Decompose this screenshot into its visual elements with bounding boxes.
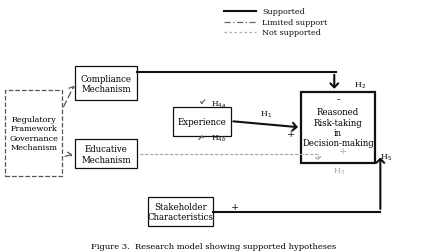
Bar xyxy=(173,107,230,136)
Text: Reasoned
Risk-taking
in
Decision-making: Reasoned Risk-taking in Decision-making xyxy=(302,108,373,148)
Text: Figure 3.  Research model showing supported hypotheses: Figure 3. Research model showing support… xyxy=(91,242,335,250)
Text: H$_{4a}$: H$_{4a}$ xyxy=(211,99,226,109)
Text: Educative
Mechanism: Educative Mechanism xyxy=(81,145,130,164)
Bar xyxy=(75,140,137,169)
Text: Limited support: Limited support xyxy=(262,18,327,26)
Text: H$_{2}$: H$_{2}$ xyxy=(353,81,365,91)
Text: H$_{1}$: H$_{1}$ xyxy=(259,109,271,120)
Bar xyxy=(300,92,374,164)
Bar xyxy=(147,197,213,226)
Text: Stakeholder
Characteristics: Stakeholder Characteristics xyxy=(147,202,213,222)
Text: H$_{5}$: H$_{5}$ xyxy=(379,152,391,163)
Text: Supported: Supported xyxy=(262,8,305,16)
Text: +: + xyxy=(338,147,347,156)
Text: -: - xyxy=(336,95,340,104)
Text: Experience: Experience xyxy=(177,117,226,126)
Text: Not supported: Not supported xyxy=(262,29,321,37)
Text: H$_{3}$: H$_{3}$ xyxy=(332,165,344,176)
Text: Regulatory
Framework
Governance
Mechanism: Regulatory Framework Governance Mechanis… xyxy=(9,116,58,151)
Text: Compliance
Mechanism: Compliance Mechanism xyxy=(81,74,131,94)
Bar xyxy=(5,91,62,176)
Text: +: + xyxy=(287,130,295,139)
Text: H$_{4b}$: H$_{4b}$ xyxy=(211,133,226,143)
Bar xyxy=(75,67,137,101)
Text: +: + xyxy=(230,202,238,211)
